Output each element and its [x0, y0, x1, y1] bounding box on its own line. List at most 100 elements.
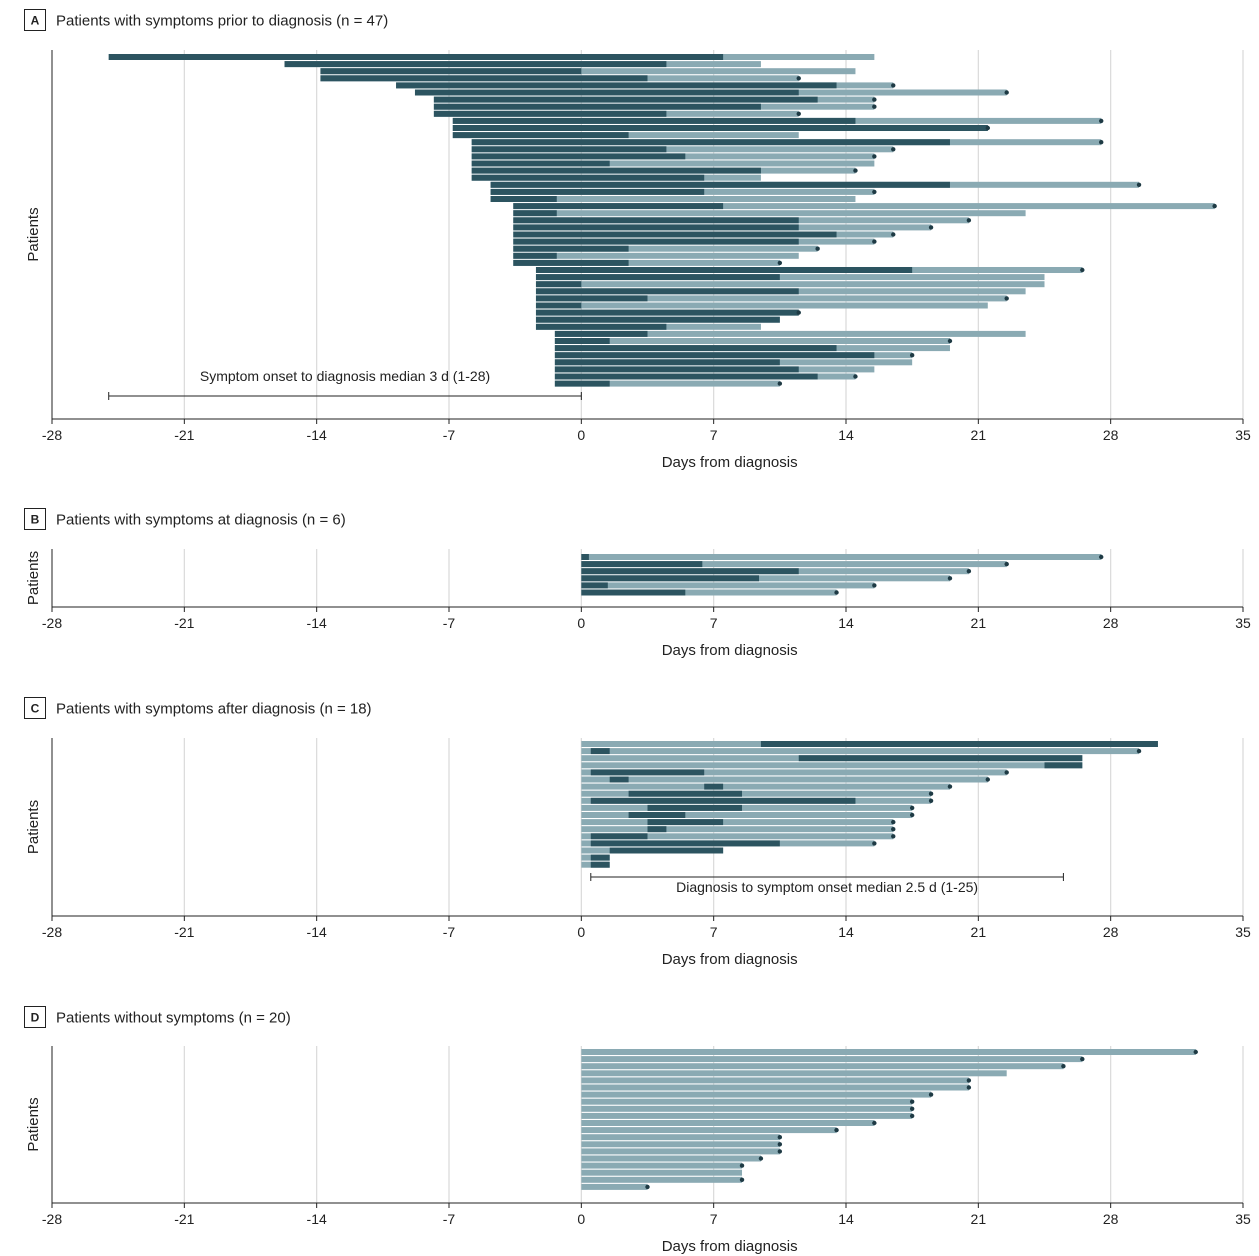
end-marker: [872, 154, 877, 159]
followup-bar: [554, 380, 780, 387]
x-tick-label: 21: [971, 924, 987, 940]
symptom-bar: [1044, 762, 1083, 769]
symptom-bar: [433, 110, 667, 117]
end-marker: [834, 1127, 839, 1133]
x-tick-label: 14: [838, 427, 854, 443]
followup-bar: [581, 826, 894, 833]
end-marker: [985, 125, 990, 131]
end-marker: [1080, 1056, 1085, 1062]
x-tick-label: 35: [1235, 924, 1251, 940]
symptom-bar: [590, 840, 780, 847]
symptom-bar: [471, 160, 610, 167]
x-tick-label: -21: [174, 924, 194, 940]
panel-letter-box: [24, 9, 46, 31]
symptom-bar: [647, 804, 743, 811]
symptom-bar: [704, 783, 724, 790]
symptom-bar: [452, 132, 629, 139]
symptom-bar: [490, 181, 950, 188]
followup-bar: [581, 748, 1140, 755]
x-tick-label: 28: [1103, 924, 1119, 940]
x-tick-label: -21: [174, 615, 194, 631]
end-marker: [872, 97, 877, 102]
end-marker: [928, 1092, 934, 1097]
symptom-bar: [513, 238, 799, 245]
x-tick-label: 14: [838, 1211, 854, 1227]
followup-bar: [513, 245, 818, 252]
followup-bar: [581, 1148, 780, 1155]
symptom-bar: [554, 330, 648, 337]
x-tick-label: 21: [971, 1211, 987, 1227]
x-axis-label: Days from diagnosis: [662, 951, 798, 968]
symptom-bar: [554, 359, 780, 366]
followup-bar: [554, 330, 1026, 337]
followup-bar: [581, 1162, 743, 1169]
symptom-bar: [471, 174, 705, 181]
end-marker: [872, 583, 877, 588]
x-tick-label: 28: [1103, 1211, 1119, 1227]
end-marker: [1193, 1049, 1198, 1055]
end-marker: [1212, 203, 1217, 209]
end-marker: [1136, 182, 1142, 187]
followup-bar: [581, 819, 894, 826]
followup-bar: [581, 812, 913, 818]
symptom-bar: [284, 61, 667, 68]
x-axis-label: Days from diagnosis: [662, 454, 798, 471]
x-tick-label: 7: [710, 427, 718, 443]
followup-bar: [581, 762, 1083, 769]
symptom-bar: [535, 302, 582, 309]
symptom-bar: [471, 167, 761, 174]
end-marker: [872, 1120, 877, 1126]
end-marker: [834, 590, 839, 595]
x-tick-label: 7: [710, 1211, 718, 1227]
panel-b: -28 -21 -14 -7 0 7 14 21 28 35 Days from diagnosis…: [24, 508, 1251, 659]
panel-title: Patients without symptoms (n = 20): [56, 1010, 291, 1027]
symptom-bar: [414, 89, 799, 96]
symptom-bar: [396, 82, 837, 89]
symptom-bar: [452, 117, 856, 124]
x-tick-label: 35: [1235, 615, 1251, 631]
symptom-bar: [535, 295, 648, 302]
symptom-bar: [513, 224, 799, 231]
symptom-bar: [581, 582, 608, 589]
x-tick-label: 0: [577, 615, 585, 631]
symptom-bar: [590, 748, 610, 755]
followup-bar: [581, 1091, 932, 1098]
end-marker: [909, 812, 915, 818]
followup-bar: [513, 259, 780, 266]
symptom-bar: [433, 96, 818, 103]
followup-bar: [513, 203, 1215, 210]
x-tick-label: 0: [577, 924, 585, 940]
x-tick-label: -21: [174, 427, 194, 443]
y-axis-label: Patients: [25, 1097, 42, 1151]
followup-bar: [581, 575, 950, 582]
followup-bar: [581, 1183, 648, 1190]
symptom-bar: [452, 125, 988, 131]
symptom-bar: [108, 54, 724, 60]
followup-bar: [581, 1120, 875, 1126]
symptom-bar: [535, 281, 582, 288]
x-tick-label: 14: [838, 615, 854, 631]
end-marker: [985, 777, 990, 782]
symptom-bar: [554, 345, 837, 352]
end-marker: [1004, 770, 1009, 775]
symptom-bar: [513, 259, 629, 266]
x-tick-label: -7: [443, 924, 456, 940]
followup-bar: [581, 769, 1007, 776]
symptom-bar: [554, 373, 818, 380]
followup-bar: [581, 1084, 969, 1091]
symptom-bar: [590, 833, 648, 840]
end-marker: [853, 168, 858, 173]
symptom-bar: [535, 309, 799, 316]
x-tick-label: 21: [971, 427, 987, 443]
panel-a: -28 -21 -14 -7 0 7 14 21 28 35 Days from diagnosis…: [24, 9, 1251, 471]
end-marker: [928, 798, 934, 803]
followup-bar: [581, 1141, 780, 1148]
followup-bar: [581, 1063, 1064, 1070]
x-tick-label: 35: [1235, 1211, 1251, 1227]
followup-bar: [513, 252, 799, 259]
end-marker: [966, 1078, 972, 1083]
symptom-bar: [554, 380, 610, 387]
symptom-bar: [590, 854, 610, 861]
end-marker: [796, 111, 801, 117]
symptom-bar: [471, 153, 686, 160]
